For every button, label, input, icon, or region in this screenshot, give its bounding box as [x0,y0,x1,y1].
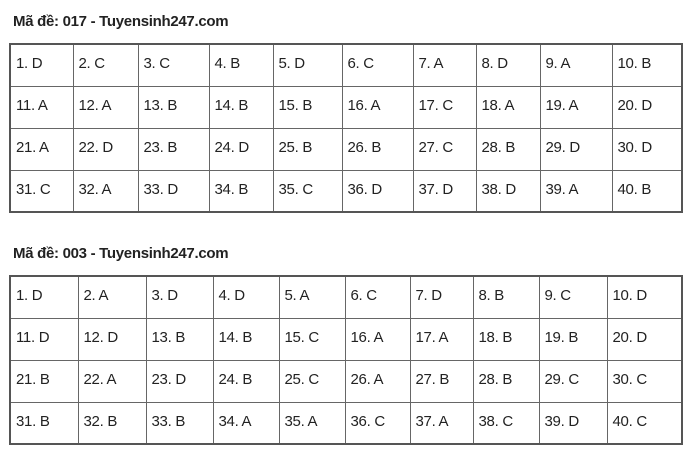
answer-cell: 5. D [272,43,343,87]
table-row: 11. D 12. D 13. B 14. B 15. C 16. A 17. A 18. B… [9,317,683,361]
table-row: 11. A 12. A 13. B 14. B 15. B 16. A 17. C 18. A… [9,85,683,129]
answer-cell: 33. B [145,401,214,445]
answer-cell: 12. A [72,85,139,129]
answer-cell: 11. D [9,317,79,361]
answer-cell: 30. D [611,127,683,171]
answer-cell: 27. B [409,359,474,403]
answer-cell: 17. C [412,85,477,129]
answer-cell: 20. D [606,317,683,361]
answer-cell: 21. B [9,359,79,403]
answer-cell: 19. B [538,317,608,361]
answer-cell: 39. A [539,169,613,213]
answer-cell: 25. C [278,359,346,403]
answer-cell: 23. B [137,127,210,171]
table-row: 31. B 32. B 33. B 34. A 35. A 36. C 37. A 38. C… [9,401,683,445]
answer-cell: 4. D [212,275,280,319]
answer-cell: 26. A [344,359,411,403]
answer-cell: 35. A [278,401,346,445]
answer-cell: 23. D [145,359,214,403]
answer-cell: 36. C [344,401,411,445]
answer-cell: 26. B [341,127,414,171]
answer-cell: 28. B [475,127,541,171]
answer-cell: 22. D [72,127,139,171]
answer-cell: 38. C [472,401,540,445]
answer-cell: 21. A [9,127,74,171]
section-title: Mã đề: 003 - Tuyensinh247.com [13,245,229,262]
answer-cell: 30. C [606,359,683,403]
answer-cell: 40. B [611,169,683,213]
answer-cell: 31. B [9,401,79,445]
answer-cell: 10. D [606,275,683,319]
answer-cell: 22. A [77,359,147,403]
answer-cell: 32. B [77,401,147,445]
answer-cell: 4. B [208,43,274,87]
table-row: 1. D 2. A 3. D 4. D 5. A 6. C 7. D 8. B 9. C 10. … [9,275,683,319]
table-row: 21. A 22. D 23. B 24. D 25. B 26. B 27. C 28. B… [9,127,683,171]
answer-cell: 18. B [472,317,540,361]
answer-cell: 8. D [475,43,541,87]
answer-cell: 34. A [212,401,280,445]
answer-cell: 35. C [272,169,343,213]
answer-cell: 37. D [412,169,477,213]
answer-cell: 12. D [77,317,147,361]
answer-cell: 15. C [278,317,346,361]
answer-cell: 34. B [208,169,274,213]
answer-cell: 2. A [77,275,147,319]
answer-cell: 33. D [137,169,210,213]
answer-cell: 3. C [137,43,210,87]
answer-cell: 24. B [212,359,280,403]
answer-cell: 15. B [272,85,343,129]
answer-cell: 14. B [208,85,274,129]
answer-cell: 32. A [72,169,139,213]
answer-cell: 18. A [475,85,541,129]
answer-cell: 1. D [9,275,79,319]
answer-cell: 38. D [475,169,541,213]
answer-cell: 16. A [344,317,411,361]
table-row: 31. C 32. A 33. D 34. B 35. C 36. D 37. D 38. D… [9,169,683,213]
answer-cell: 6. C [341,43,414,87]
answer-cell: 36. D [341,169,414,213]
table-row: 21. B 22. A 23. D 24. B 25. C 26. A 27. B 28. B… [9,359,683,403]
answer-cell: 29. C [538,359,608,403]
answer-cell: 17. A [409,317,474,361]
answer-table: 1. D 2. C 3. C 4. B 5. D 6. C 7. A 8. D 9. A 10. … [9,43,683,213]
answer-cell: 8. B [472,275,540,319]
answer-cell: 6. C [344,275,411,319]
section-title: Mã đề: 017 - Tuyensinh247.com [13,13,229,30]
answer-cell: 37. A [409,401,474,445]
answer-cell: 11. A [9,85,74,129]
answer-cell: 16. A [341,85,414,129]
answer-cell: 2. C [72,43,139,87]
answer-cell: 7. A [412,43,477,87]
answer-cell: 13. B [145,317,214,361]
answer-cell: 9. A [539,43,613,87]
answer-cell: 27. C [412,127,477,171]
table-row: 1. D 2. C 3. C 4. B 5. D 6. C 7. A 8. D 9. A 10. … [9,43,683,87]
answer-cell: 19. A [539,85,613,129]
answer-cell: 29. D [539,127,613,171]
answer-cell: 24. D [208,127,274,171]
answer-cell: 40. C [606,401,683,445]
answer-cell: 20. D [611,85,683,129]
answer-cell: 25. B [272,127,343,171]
answer-table: 1. D 2. A 3. D 4. D 5. A 6. C 7. D 8. B 9. C 10. … [9,275,683,445]
answer-cell: 14. B [212,317,280,361]
answer-cell: 31. C [9,169,74,213]
answer-cell: 10. B [611,43,683,87]
answer-cell: 7. D [409,275,474,319]
answer-cell: 9. C [538,275,608,319]
answer-cell: 3. D [145,275,214,319]
answer-cell: 5. A [278,275,346,319]
answer-cell: 28. B [472,359,540,403]
answer-cell: 1. D [9,43,74,87]
answer-cell: 13. B [137,85,210,129]
answer-cell: 39. D [538,401,608,445]
